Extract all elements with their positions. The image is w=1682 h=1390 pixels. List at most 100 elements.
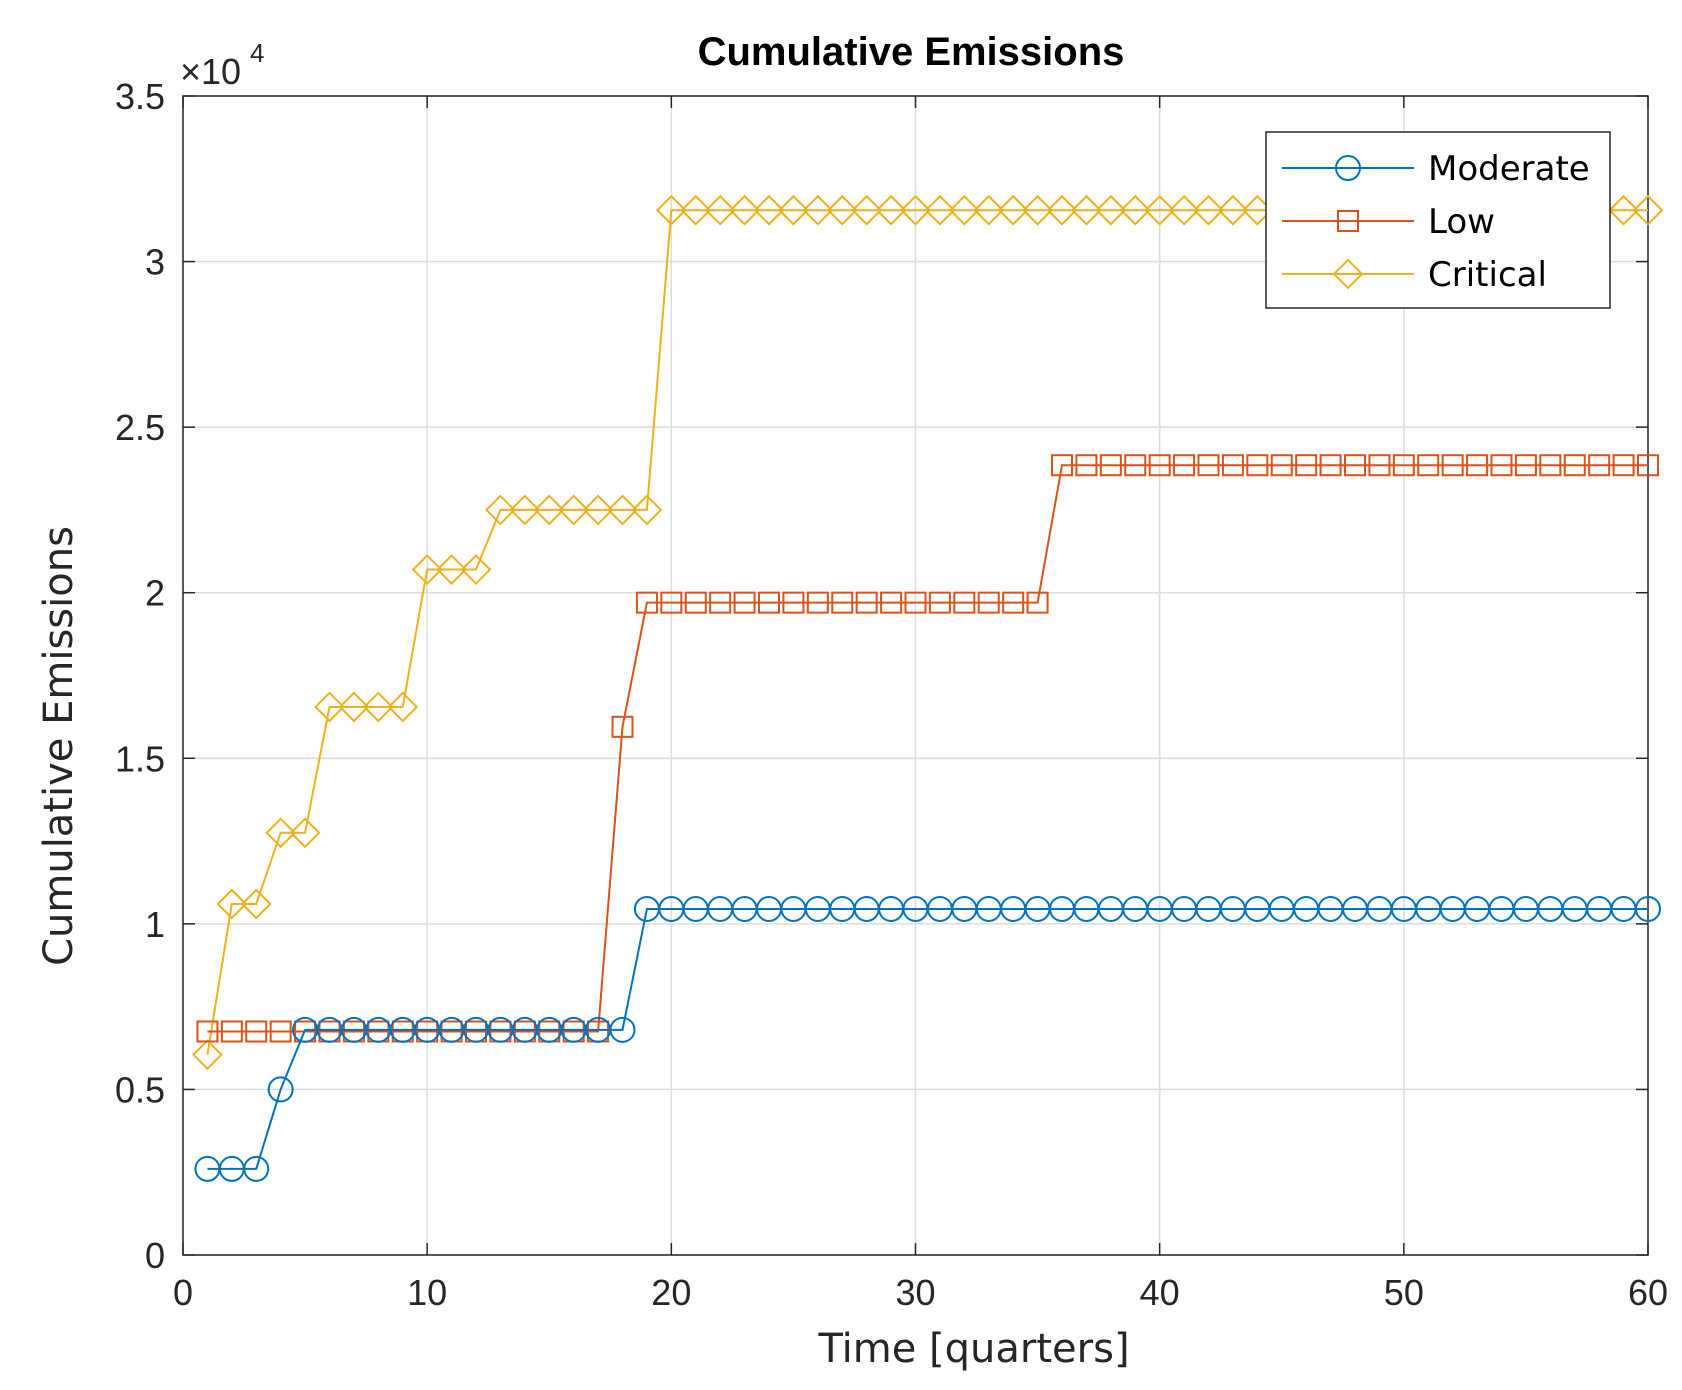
data-point-low (1099, 454, 1122, 477)
data-point-critical (1168, 194, 1200, 226)
legend-item-critical: Critical (1282, 255, 1547, 295)
data-point-low (684, 591, 707, 614)
data-point-critical (997, 194, 1029, 226)
y-tick-label: 2 (145, 573, 165, 614)
data-point-critical (558, 494, 590, 526)
data-point-critical (655, 194, 687, 226)
data-point-critical (387, 691, 419, 723)
data-point-low (1075, 454, 1098, 477)
y-tick-label: 1.5 (115, 738, 165, 779)
data-point-moderate (267, 1076, 294, 1103)
data-point-low (220, 1020, 243, 1043)
data-point-critical (900, 194, 931, 226)
x-tick-label: 30 (895, 1272, 935, 1313)
data-point-low (1002, 591, 1025, 614)
data-point-critical (973, 194, 1005, 226)
data-point-moderate (1635, 895, 1661, 922)
legend-marker (1332, 258, 1364, 290)
data-point-low (880, 591, 903, 614)
data-point-critical (1632, 194, 1664, 226)
data-point-critical (680, 194, 712, 226)
data-point-low (1246, 454, 1269, 477)
y-exponent-base: ×10 (180, 51, 241, 92)
data-point-critical (948, 194, 980, 226)
data-point-critical (1193, 194, 1224, 226)
data-point-low (904, 591, 927, 614)
data-point-low (977, 591, 1000, 614)
data-point-critical (411, 554, 443, 585)
data-point-low (1588, 454, 1611, 477)
data-point-low (1344, 454, 1366, 477)
y-exponent-power: 4 (250, 38, 264, 68)
data-point-low (196, 1020, 219, 1043)
data-point-low (269, 1020, 292, 1043)
data-point-low (855, 591, 878, 614)
data-point-critical (1608, 194, 1639, 226)
y-tick-label: 0.5 (115, 1069, 165, 1110)
data-point-low (1490, 454, 1513, 477)
legend-items: Moderate Low Critical (1282, 149, 1590, 295)
data-point-critical (314, 691, 345, 723)
series-moderate (194, 895, 1661, 1182)
data-point-moderate (609, 1016, 636, 1043)
data-point-critical (338, 691, 370, 723)
data-point-low (1637, 454, 1659, 477)
data-point-moderate (243, 1155, 270, 1182)
data-point-low (1319, 454, 1342, 477)
data-point-critical (460, 554, 492, 585)
data-point-low (1466, 454, 1489, 477)
data-point-low (1612, 454, 1635, 477)
y-tick-label: 3.5 (115, 76, 165, 117)
ticks: 0 10 20 30 40 50 60 0 0.5 1 1.5 2 2.5 3 3.5 (115, 76, 1668, 1313)
data-point-critical (607, 494, 638, 526)
data-point-low (1173, 454, 1196, 477)
data-point-critical (1119, 194, 1151, 226)
data-point-low (1539, 454, 1562, 477)
data-point-low (758, 591, 780, 614)
legend-label: Critical (1428, 255, 1547, 295)
y-tick-label: 1 (145, 904, 165, 945)
data-point-critical (509, 494, 541, 526)
data-point-low (1417, 454, 1440, 477)
data-point-critical (1046, 194, 1078, 226)
data-point-low (1148, 454, 1171, 477)
y-tick-label: 2.5 (115, 407, 165, 448)
data-point-critical (1144, 194, 1176, 226)
data-point-low (1026, 591, 1049, 614)
data-point-low (1051, 454, 1073, 477)
data-point-critical (485, 494, 516, 526)
data-point-low (928, 591, 951, 614)
data-point-critical (851, 194, 883, 226)
legend: Moderate Low Critical (1265, 131, 1611, 309)
x-tick-label: 50 (1384, 1272, 1424, 1313)
legend-label: Low (1428, 202, 1495, 242)
data-point-critical (582, 494, 614, 526)
data-point-critical (631, 494, 663, 526)
y-tick-label: 0 (145, 1235, 165, 1276)
data-point-critical (265, 817, 297, 849)
y-tick-label: 3 (145, 242, 165, 283)
data-point-low (782, 591, 805, 614)
x-tick-label: 20 (651, 1272, 691, 1313)
x-axis-label: Time [quarters] (817, 1326, 1129, 1372)
data-point-critical (704, 194, 736, 226)
legend-marker (1335, 155, 1361, 181)
data-point-critical (875, 194, 907, 226)
y-axis-label: Cumulative Emissions (36, 526, 82, 966)
data-point-critical (778, 194, 809, 226)
data-point-low (635, 591, 658, 614)
data-point-critical (216, 888, 248, 920)
data-point-critical (826, 194, 858, 226)
data-point-low (1563, 454, 1586, 477)
data-point-critical (1071, 194, 1102, 226)
data-point-critical (1022, 194, 1053, 226)
data-point-critical (729, 194, 760, 226)
data-point-critical (802, 194, 834, 226)
data-point-critical (753, 194, 785, 226)
data-point-critical (289, 817, 321, 849)
x-tick-label: 40 (1140, 1272, 1180, 1313)
data-point-critical (192, 1039, 223, 1071)
x-tick-label: 60 (1628, 1272, 1668, 1313)
data-point-low (1270, 454, 1293, 477)
